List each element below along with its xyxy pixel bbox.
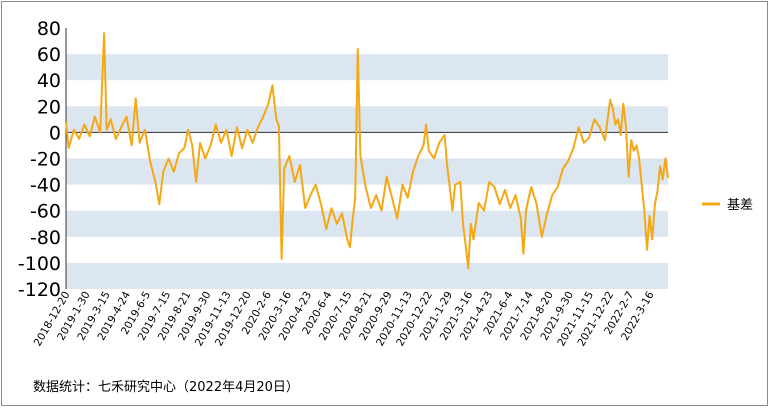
y-tick-label: -60 bbox=[30, 201, 61, 223]
source-note: 数据统计：七禾研究中心（2022年4月20日） bbox=[33, 380, 299, 395]
band-0 bbox=[66, 54, 668, 81]
legend-label: 基差 bbox=[727, 198, 753, 213]
x-axis-ticks: 2018-12-202019-1-302019-3-152019-4-24201… bbox=[32, 289, 657, 348]
y-tick-label: -100 bbox=[18, 253, 61, 275]
y-tick-label: -120 bbox=[18, 279, 61, 301]
series-layer bbox=[65, 32, 669, 270]
legend: 基差 bbox=[702, 198, 753, 213]
background-bands bbox=[66, 54, 668, 289]
y-tick-label: 40 bbox=[37, 70, 61, 92]
y-tick-label: 80 bbox=[37, 18, 61, 40]
band-2 bbox=[66, 158, 668, 185]
y-tick-label: -80 bbox=[30, 227, 61, 249]
band-4 bbox=[66, 262, 668, 289]
y-tick-label: -40 bbox=[30, 175, 61, 197]
y-tick-label: 20 bbox=[37, 96, 61, 118]
y-tick-label: 60 bbox=[37, 44, 61, 66]
y-axis-ticks: 80 60 40 20 0 -20 -40 -60 -80 -100 -120 bbox=[18, 18, 61, 301]
y-tick-label: 0 bbox=[49, 122, 61, 144]
band-1 bbox=[66, 106, 668, 133]
band-3 bbox=[66, 210, 668, 237]
y-tick-label: -20 bbox=[30, 149, 61, 171]
series-line-basis bbox=[65, 32, 669, 270]
